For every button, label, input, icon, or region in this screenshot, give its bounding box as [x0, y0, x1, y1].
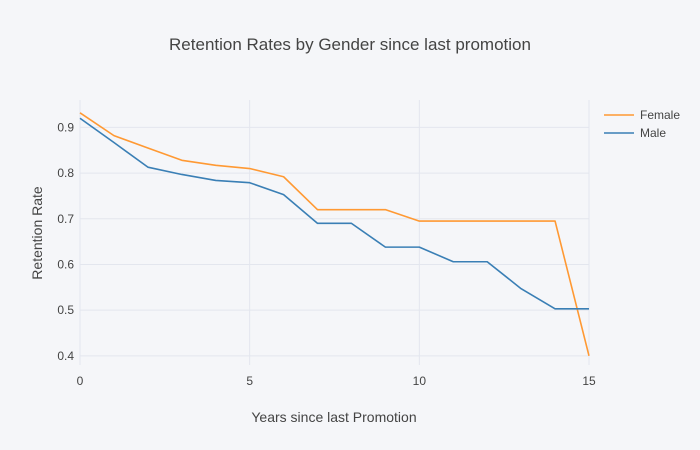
legend-item-female[interactable]: Female [604, 108, 680, 122]
legend-label-female: Female [640, 108, 680, 122]
y-tick-label: 0.5 [57, 303, 74, 317]
legend-item-male[interactable]: Male [604, 126, 666, 140]
axis-ticks: 0 5 10 15 0.4 0.5 0.6 0.7 0.8 0.9 [57, 120, 596, 388]
grid-lines [79, 100, 590, 365]
x-tick-label: 10 [413, 374, 427, 388]
y-tick-label: 0.4 [57, 349, 74, 363]
x-axis-title: Years since last Promotion [251, 409, 416, 425]
series-line-female[interactable] [79, 112, 590, 357]
series-line-male[interactable] [79, 117, 589, 310]
legend[interactable]: Female Male [604, 108, 680, 140]
y-tick-label: 0.9 [57, 120, 74, 134]
x-tick-label: 0 [77, 374, 84, 388]
y-tick-label: 0.6 [57, 257, 74, 271]
x-tick-label: 5 [246, 374, 253, 388]
x-tick-label: 15 [582, 374, 596, 388]
y-axis-title: Retention Rate [29, 186, 45, 280]
y-tick-label: 0.8 [57, 166, 74, 180]
chart-title: Retention Rates by Gender since last pro… [169, 35, 531, 54]
series-lines [79, 112, 590, 357]
y-tick-label: 0.7 [57, 212, 74, 226]
legend-label-male: Male [640, 126, 666, 140]
